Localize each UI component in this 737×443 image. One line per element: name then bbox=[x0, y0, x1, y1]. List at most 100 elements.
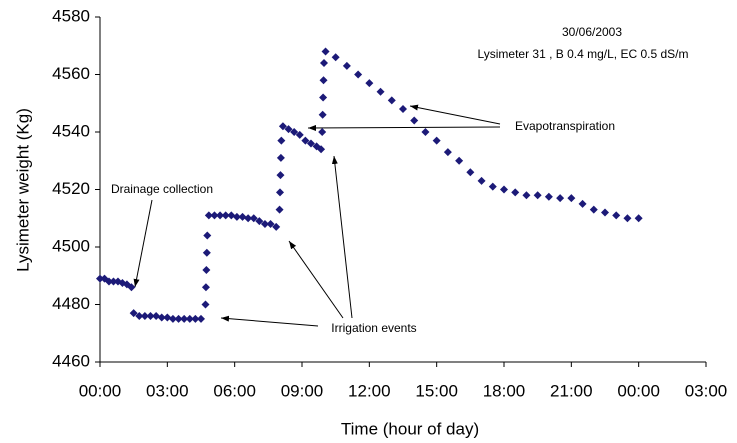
annotation: Drainage collection bbox=[111, 182, 213, 196]
data-point bbox=[319, 76, 328, 85]
x-tick-label: 21:00 bbox=[550, 381, 593, 400]
data-point bbox=[96, 274, 104, 283]
data-point bbox=[168, 314, 177, 323]
x-tick-label: 18:00 bbox=[483, 381, 526, 400]
data-point bbox=[432, 136, 441, 145]
y-tick-label: 4460 bbox=[52, 351, 90, 370]
data-point bbox=[276, 171, 285, 180]
x-tick-label: 03:00 bbox=[146, 381, 189, 400]
data-point bbox=[201, 300, 210, 309]
data-point bbox=[197, 314, 205, 323]
data-point bbox=[319, 59, 328, 67]
data-point bbox=[319, 93, 328, 102]
data-point bbox=[387, 96, 396, 105]
data-point bbox=[232, 212, 241, 221]
data-point bbox=[376, 87, 385, 96]
data-point bbox=[623, 214, 632, 223]
data-point bbox=[266, 220, 275, 228]
data-point bbox=[227, 211, 236, 220]
data-point bbox=[238, 212, 247, 221]
x-tick-label: 15:00 bbox=[415, 381, 458, 400]
data-point bbox=[612, 211, 621, 220]
data-point bbox=[135, 312, 144, 320]
data-point bbox=[589, 205, 598, 214]
data-point bbox=[191, 314, 200, 323]
data-point bbox=[272, 222, 281, 231]
data-point bbox=[174, 314, 183, 323]
data-point bbox=[455, 156, 464, 165]
data-point bbox=[284, 125, 293, 134]
data-point bbox=[163, 313, 172, 322]
data-point bbox=[556, 194, 565, 203]
data-point bbox=[157, 313, 166, 322]
data-point bbox=[301, 136, 310, 145]
data-point bbox=[127, 283, 136, 292]
data-point bbox=[221, 211, 230, 220]
data-point bbox=[533, 191, 542, 200]
annotation: Lysimeter 31 , B 0.4 mg/L, EC 0.5 dS/m bbox=[478, 47, 689, 61]
y-tick-label: 4520 bbox=[52, 179, 90, 198]
data-point bbox=[204, 211, 213, 220]
x-tick-label: 09:00 bbox=[281, 381, 324, 400]
data-point bbox=[278, 122, 287, 131]
data-point bbox=[202, 266, 211, 274]
data-point bbox=[321, 47, 330, 56]
y-tick-label: 4540 bbox=[52, 121, 90, 140]
data-point bbox=[276, 153, 285, 162]
data-point bbox=[201, 283, 210, 292]
data-point bbox=[295, 130, 304, 139]
x-tick-label: 00:00 bbox=[79, 381, 122, 400]
arrows bbox=[133, 104, 501, 327]
data-point bbox=[104, 277, 113, 286]
data-point bbox=[318, 110, 327, 119]
data-point bbox=[443, 148, 452, 157]
data-point bbox=[399, 105, 407, 113]
data-point bbox=[511, 188, 520, 197]
data-point bbox=[544, 192, 553, 201]
data-point bbox=[522, 191, 531, 200]
data-point bbox=[477, 176, 486, 185]
data-point bbox=[365, 79, 374, 88]
data-point bbox=[601, 208, 609, 217]
data-point bbox=[634, 214, 643, 223]
data-point bbox=[466, 168, 475, 177]
data-point bbox=[488, 182, 497, 191]
annotation: 30/06/2003 bbox=[562, 25, 622, 39]
annotation: Irrigation events bbox=[331, 321, 416, 335]
data-point bbox=[567, 194, 576, 203]
data-point bbox=[317, 145, 326, 154]
data-point bbox=[260, 220, 269, 228]
data-point bbox=[146, 312, 155, 320]
data-point bbox=[421, 128, 430, 136]
x-tick-label: 03:00 bbox=[685, 381, 728, 400]
data-point bbox=[129, 309, 138, 318]
data-point bbox=[180, 314, 189, 323]
data-point bbox=[255, 217, 264, 226]
data-point bbox=[203, 231, 212, 240]
data-point bbox=[290, 128, 299, 136]
data-point bbox=[354, 70, 363, 79]
y-tick-label: 4480 bbox=[52, 294, 90, 313]
data-point bbox=[275, 205, 284, 214]
data-point bbox=[216, 211, 225, 220]
data-point bbox=[249, 214, 258, 223]
y-axis-label: Lysimeter weight (Kg) bbox=[13, 108, 32, 272]
x-tick-label: 00:00 bbox=[617, 381, 660, 400]
data-point bbox=[109, 277, 118, 286]
data-point bbox=[140, 312, 149, 320]
data-point bbox=[202, 248, 211, 257]
data-point bbox=[277, 136, 286, 145]
data-point bbox=[318, 128, 327, 136]
data-point bbox=[152, 312, 161, 320]
data-point bbox=[342, 61, 351, 70]
y-tick-label: 4580 bbox=[52, 6, 90, 25]
annotation: Evapotranspiration bbox=[515, 119, 615, 133]
data-point bbox=[500, 185, 508, 194]
x-axis-label: Time (hour of day) bbox=[341, 419, 479, 438]
data-point bbox=[185, 314, 194, 323]
data-point bbox=[244, 214, 253, 223]
data-point bbox=[331, 53, 340, 62]
data-point bbox=[578, 199, 587, 208]
data-point bbox=[410, 116, 419, 125]
